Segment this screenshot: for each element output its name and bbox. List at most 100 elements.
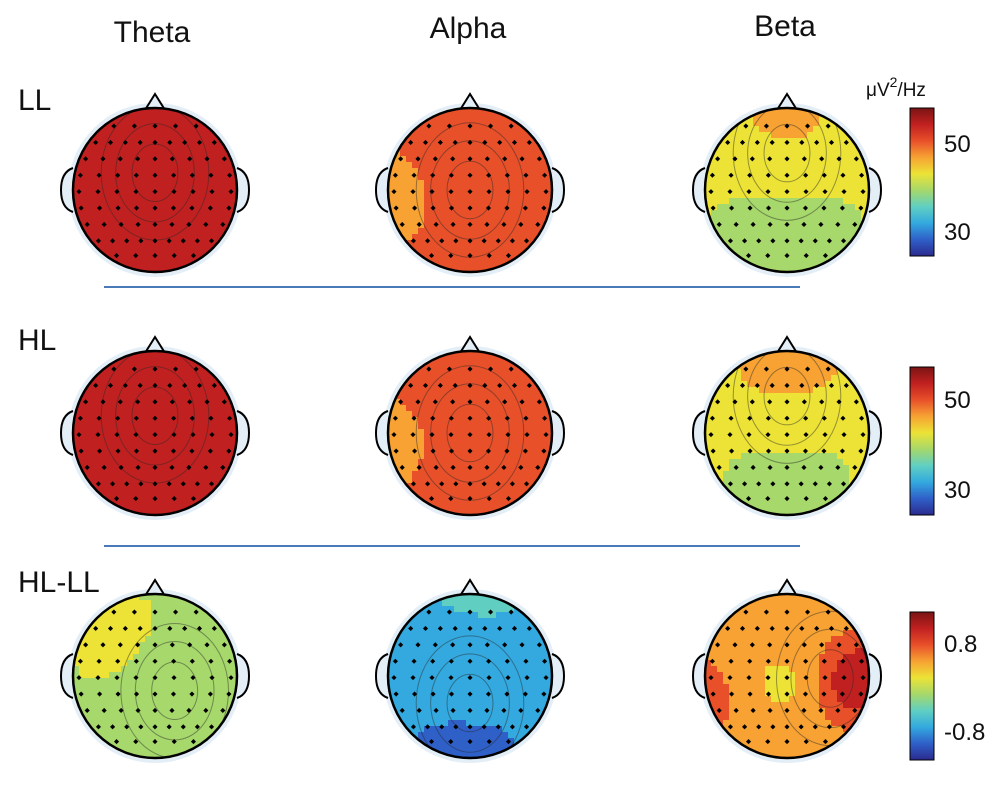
electrode-marker [189,448,195,454]
electrode-marker [802,691,809,697]
electrode-marker [765,739,771,745]
colorbar-1: μV2/Hz 50 30 [866,74,971,257]
electrode-marker [437,382,443,388]
electrode-marker [78,205,84,211]
electrode-marker [504,172,510,178]
electrode-marker [182,139,188,145]
electrode-marker [750,464,756,470]
electrode-marker [84,221,90,227]
electrode-marker [767,221,773,227]
left-ear [691,653,706,699]
electrode-marker [821,205,827,211]
right-ear [868,167,883,213]
electrode-marker [211,382,217,388]
electrode-marker [170,448,177,454]
electrode-marker [101,464,107,470]
electrode-marker [171,415,177,421]
electrode-marker [439,238,445,244]
nose [776,92,798,111]
electrode-marker [853,399,859,405]
electrode-marker [746,675,752,681]
electrode-marker [784,464,790,470]
electrode-marker [543,675,549,681]
nose [144,578,166,597]
electrode-marker [152,448,158,454]
electrode-marker [467,432,473,438]
electrode-marker [412,448,418,454]
left-ear [374,410,389,456]
electrode-marker [432,156,438,162]
electrode-marker [211,139,217,145]
head-outline [386,592,554,760]
electrode-marker [784,382,790,388]
electrode-marker [207,448,213,454]
electrode-marker [542,415,548,421]
electrode-marker [729,691,735,697]
electrode-marker [501,221,507,227]
nose [144,335,166,354]
electrode-marker [501,464,507,470]
electrode-marker [821,415,827,421]
electrode-marker [448,205,455,211]
electrode-marker [410,238,416,244]
electrode-marker [482,382,488,388]
electrode-marker [504,448,510,454]
electrode-marker [398,399,404,405]
electrode-marker [486,415,492,421]
electrode-marker [467,448,473,454]
electrode-marker [467,189,473,195]
electrode-marker [122,139,128,145]
head-map-HL-alpha [374,335,566,520]
electrode-marker [784,739,790,745]
electrode-marker [226,448,232,454]
electrode-marker [133,448,140,454]
electrode-marker [784,658,790,664]
electrode-marker [209,432,215,438]
electrode-marker [446,366,452,372]
electrode-marker [227,415,233,421]
electrode-marker [860,675,866,681]
electrode-marker [439,481,445,487]
electrode-marker [430,172,436,178]
contour-line [732,108,842,221]
electrode-marker [190,189,196,195]
electrode-marker [408,382,414,388]
electrode-marker [152,189,158,195]
electrode-marker [170,205,177,211]
column-title-alpha: Alpha [430,12,507,45]
colorbar-gradient-3 [909,611,935,761]
head-map-HL-theta [59,335,251,520]
electrode-marker [433,464,439,470]
electrode-marker [410,189,416,195]
electrode-marker [228,189,234,195]
electrode-marker [745,739,752,745]
right-ear [236,167,251,213]
electrode-marker [117,156,123,162]
electrode-marker [801,156,807,162]
electrode-marker [784,205,790,211]
electrode-marker [133,415,139,421]
electrode-marker [467,496,473,502]
electrode-marker [186,221,192,227]
electrode-marker [416,464,422,470]
electrode-marker [437,139,443,145]
electrode-marker [784,399,790,405]
left-ear [59,410,74,456]
electrode-marker [526,382,532,388]
electrode-marker [467,366,473,372]
colorbar-2-tick-high: 50 [944,387,971,414]
right-ear [551,653,566,699]
right-ear [236,653,251,699]
electrode-marker [467,415,473,421]
colorbar-1-tick-high: 50 [944,131,971,158]
electrode-marker [171,172,177,178]
electrode-marker [495,481,501,487]
contour-line [430,653,510,753]
electrode-marker [828,382,835,388]
electrode-marker [822,675,828,681]
electrode-marker [852,707,858,713]
electrode-marker [169,156,175,162]
electrode-marker [486,675,492,681]
electrode-marker [467,156,473,162]
electrode-marker [412,205,418,211]
